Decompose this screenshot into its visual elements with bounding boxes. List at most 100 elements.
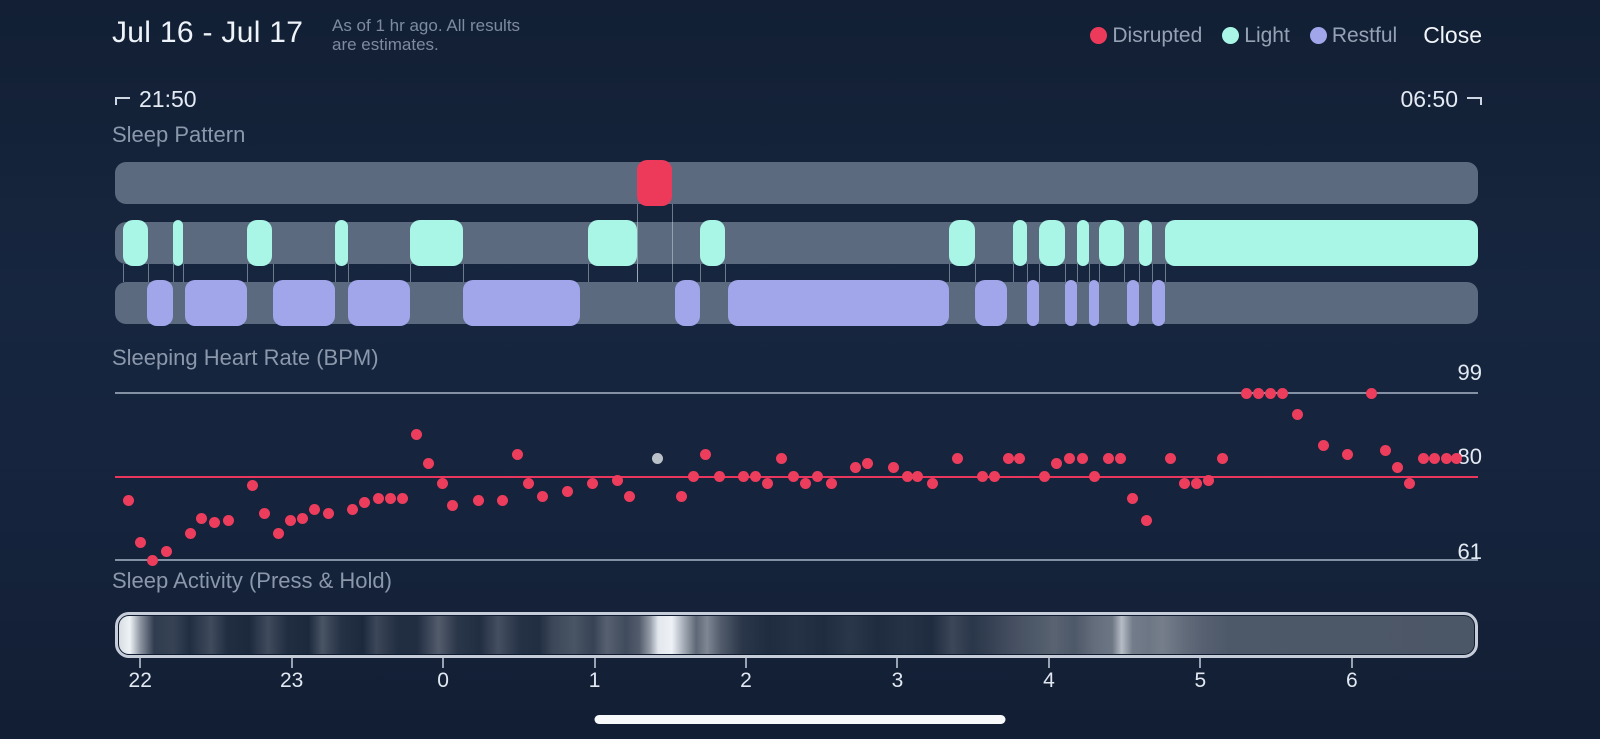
hr-data-point [385,492,397,504]
close-button[interactable]: Close [1423,22,1482,48]
legend-item-light: Light [1222,24,1290,48]
heart-rate-title: Sleeping Heart Rate (BPM) [112,345,379,370]
axis-hour-label: 3 [891,669,904,692]
range-end-bracket-icon [1467,96,1482,105]
hr-data-point [1404,477,1416,489]
axis-tick [745,658,748,668]
hr-data-point [323,508,335,520]
light-segment [1038,220,1065,266]
hr-data-point [901,471,913,482]
start-time-label: 21:50 [139,86,197,112]
page-title: Jul 16 - Jul 17 [112,16,304,49]
hr-data-point [285,514,297,526]
stage-transition-line [1152,264,1154,282]
legend-label-restful: Restful [1331,23,1398,47]
light-segment [949,220,976,266]
axis-hour-label: 0 [437,669,449,692]
hr-data-point [1003,453,1015,465]
axis-tick [896,658,899,668]
restful-segment [728,280,950,326]
sleep-pattern-title: Sleep Pattern [112,122,246,147]
stage-transition-line [1064,264,1066,282]
hr-data-point [247,479,259,491]
stage-transition-line [1123,264,1125,282]
restful-segment [272,280,335,326]
light-segment [1138,220,1153,266]
hr-data-point [1265,387,1277,399]
hr-data-point [359,497,371,509]
sleep-activity-bar[interactable] [115,612,1478,658]
hr-data-point [612,475,624,487]
hr-data-point [123,495,135,507]
stage-transition-line [272,264,274,282]
range-start-bracket-icon [115,96,130,105]
stage-transition-line [1164,264,1166,282]
stage-transition-line [587,264,589,282]
light-segment [334,220,349,266]
hr-data-point [1240,387,1252,399]
hr-data-point [1342,449,1354,461]
stage-transition-line [172,264,174,282]
hr-data-point [688,471,700,482]
axis-hour-label: 1 [588,669,601,692]
end-time-label: 06:50 [1400,86,1458,112]
light-legend-dot-icon [1222,27,1240,44]
hr-data-point [1127,492,1139,504]
hr-data-point [297,512,309,524]
hr-data-point [750,471,762,482]
hr-data-point [700,449,712,461]
hr-data-point [447,499,459,511]
session-time-range: 21:50 06:50 [115,86,1482,112]
axis-hour-label: 2 [740,669,752,692]
disrupted-segment [637,160,673,206]
pattern-track-restful [115,280,1478,326]
header-subtitle-line1: As of 1 hr ago. All results [332,16,521,35]
axis-hour-label: 22 [128,669,152,692]
stage-transition-line [1088,264,1090,282]
hr-data-point [436,477,448,489]
stage-transition-line [949,264,951,282]
hr-data-point [536,490,548,502]
hr-data-point [1202,475,1214,487]
restful-segment [184,280,247,326]
hr-data-point [775,453,787,465]
stage-transition-line [725,264,727,282]
sleep-activity-gradient [119,616,1474,654]
sleep-pattern-chart[interactable] [115,160,1478,326]
hr-data-point [522,477,534,489]
hr-data-point [675,490,687,502]
heart-rate-chart: 99 80 61 [115,360,1482,566]
restful-segment [1152,280,1165,326]
hr-data-point [1451,453,1463,465]
axis-hour-label: 6 [1345,669,1358,692]
hr-data-point [1252,387,1264,399]
hr-data-point [624,490,636,502]
hr-data-point [185,528,197,540]
stage-transition-line [122,264,124,282]
legend-label-disrupted: Disrupted [1112,23,1203,47]
home-indicator[interactable] [594,715,1006,724]
header-subtitle: As of 1 hr ago. All results are estimate… [332,16,520,54]
stage-transition-line [1076,264,1078,282]
light-segment [1076,220,1089,266]
hr-data-point [410,429,422,441]
stage-transition-line [1026,264,1028,282]
stage-transition-line [699,264,701,282]
hr-data-point [1428,453,1440,465]
hr-data-point [209,517,221,529]
hr-data-point [195,512,207,524]
hr-data-point [887,462,899,474]
legend-item-restful: Restful [1309,23,1398,48]
hr-data-point [512,449,524,461]
hr-data-point [1140,514,1152,526]
hr-data-point [497,495,509,507]
stage-transition-line [463,264,465,282]
axis-tick [1199,658,1202,668]
hr-data-point [1366,387,1378,399]
restful-segment [348,280,411,326]
hr-data-point [1417,453,1429,465]
hr-data-point [373,492,384,504]
hr-data-point [762,477,774,489]
light-segment [1013,220,1027,266]
stage-transition-line [348,264,350,282]
